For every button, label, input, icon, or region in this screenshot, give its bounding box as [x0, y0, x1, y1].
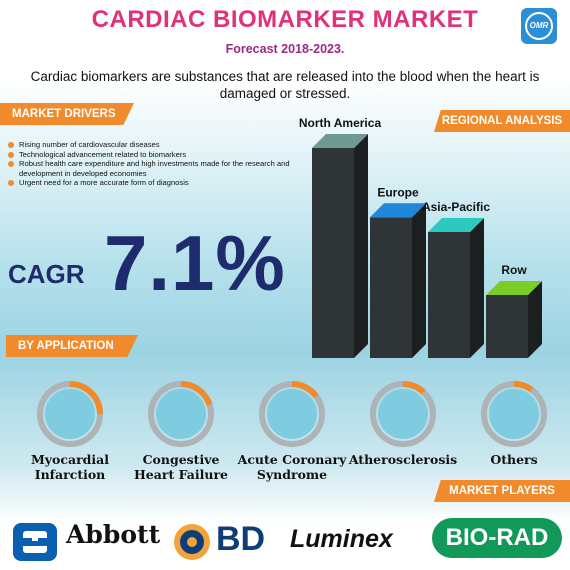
- ring-share-arc: [37, 381, 103, 447]
- region-bar: Row: [486, 263, 542, 358]
- application-label: Myocardial Infarction: [30, 452, 110, 482]
- ring-chart-icon: [148, 381, 214, 447]
- bar-top: [486, 281, 542, 295]
- intro-text: Cardiac biomarkers are substances that a…: [30, 69, 540, 101]
- brand-bio-rad: BIO-RAD: [432, 518, 562, 558]
- ring-share-arc: [148, 381, 214, 447]
- ring-center: [267, 389, 317, 439]
- ring-chart-icon: [370, 381, 436, 447]
- bar-front: [428, 232, 470, 358]
- cagr-value: 7.1%: [104, 219, 286, 307]
- ring-share-arc: [481, 381, 547, 447]
- ring-share-arc: [259, 381, 325, 447]
- driver-text: Rising number of cardiovascular diseases: [19, 140, 160, 149]
- page-subtitle: Forecast 2018-2023.: [225, 42, 345, 56]
- application-label: Atherosclerosis: [348, 452, 458, 467]
- regional-analysis-heading: REGIONAL ANALYSIS: [434, 110, 570, 132]
- brand-luminex: Luminex: [290, 525, 393, 553]
- application-label: Congestive Heart Failure: [134, 452, 228, 482]
- region-label: Asia-Pacific: [422, 200, 490, 214]
- region-bar: Europe: [370, 185, 426, 358]
- driver-item: Urgent need for a more accurate form of …: [8, 178, 298, 187]
- bullet-icon: [8, 161, 14, 168]
- application-item: Others: [459, 378, 569, 467]
- by-application-heading: BY APPLICATION: [6, 335, 138, 357]
- cagr-label: CAGR: [8, 259, 85, 289]
- application-item: Myocardial Infarction: [15, 378, 125, 482]
- driver-text: Robust health care expenditure and high …: [19, 159, 290, 178]
- ring-share-arc: [370, 381, 436, 447]
- region-label: North America: [299, 116, 382, 130]
- driver-item: Robust health care expenditure and high …: [8, 159, 298, 178]
- ring-center: [45, 389, 95, 439]
- brand-bd: BD: [216, 520, 266, 558]
- brand-abbott: Abbott: [66, 520, 161, 549]
- logo-text: OMR: [525, 12, 553, 40]
- ring-center: [489, 389, 539, 439]
- ring-center: [156, 389, 206, 439]
- driver-item: Technological advancement related to bio…: [8, 150, 298, 159]
- market-drivers-heading: MARKET DRIVERS: [0, 103, 134, 125]
- application-label: Others: [490, 452, 538, 467]
- market-players-heading: MARKET PLAYERS: [434, 480, 570, 502]
- region-label: Row: [501, 263, 527, 277]
- application-label: Acute Coronary Syndrome: [237, 452, 347, 482]
- ring-center: [378, 389, 428, 439]
- bar-front: [312, 148, 354, 358]
- omr-logo: OMR: [521, 8, 557, 44]
- driver-item: Rising number of cardiovascular diseases: [8, 140, 298, 149]
- market-drivers-list: Rising number of cardiovascular diseases…: [8, 140, 298, 188]
- bullet-icon: [8, 151, 14, 158]
- driver-text: Urgent need for a more accurate form of …: [19, 178, 189, 188]
- region-bar: North America: [299, 116, 382, 358]
- region-bar: Asia-Pacific: [422, 200, 490, 358]
- bar-side: [528, 281, 542, 358]
- ring-chart-icon: [37, 381, 103, 447]
- bar-front: [370, 217, 412, 358]
- application-item: Congestive Heart Failure: [126, 378, 236, 482]
- region-label: Europe: [377, 185, 419, 199]
- bar-top: [312, 134, 368, 148]
- application-item: Atherosclerosis: [348, 378, 458, 467]
- bd-logo-icon: [174, 524, 210, 560]
- bar-front: [486, 295, 528, 358]
- bar-side: [412, 203, 426, 358]
- driver-text: Technological advancement related to bio…: [19, 149, 187, 159]
- bar-top: [370, 203, 426, 218]
- bullet-icon: [8, 180, 14, 187]
- application-item: Acute Coronary Syndrome: [237, 378, 347, 482]
- bullet-icon: [8, 142, 14, 148]
- page-title: CARDIAC BIOMARKER MARKET: [91, 6, 479, 33]
- bar-side: [354, 134, 368, 358]
- ring-chart-icon: [481, 381, 547, 447]
- bar-top: [428, 218, 484, 232]
- ring-chart-icon: [259, 381, 325, 447]
- abbott-logo-icon: [13, 523, 57, 561]
- bar-side: [470, 218, 484, 358]
- market-players-logos: Abbott BD Luminex BIO-RAD: [0, 508, 570, 570]
